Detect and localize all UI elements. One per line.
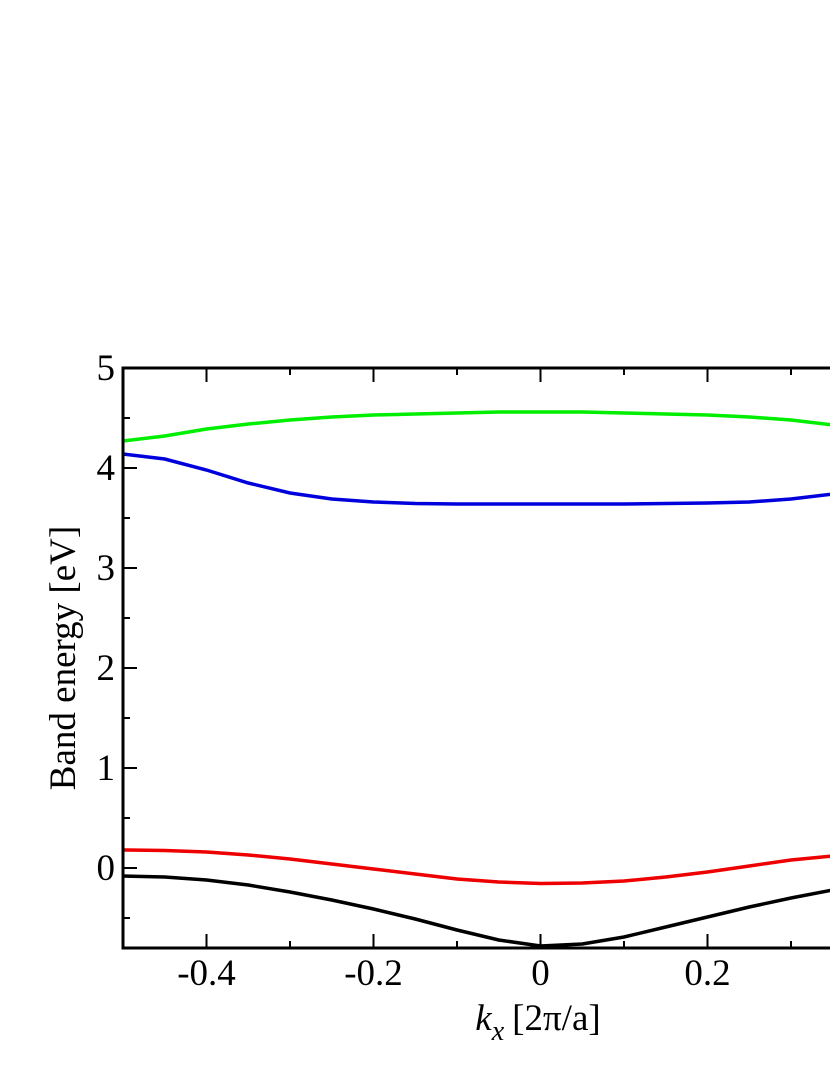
- band-line: [122, 848, 830, 886]
- band-line: [122, 452, 830, 506]
- y-tick-label: 0: [97, 848, 116, 889]
- band-line: [122, 874, 830, 948]
- y-tick-label: 1: [97, 748, 116, 789]
- y-tick-label: 3: [97, 548, 116, 589]
- x-label-symbol: k: [475, 998, 492, 1039]
- x-tick-label: 0: [531, 953, 550, 994]
- x-tick-label: 0.2: [684, 953, 730, 994]
- y-axis-label: Band energy [eV]: [43, 526, 84, 790]
- y-tick-label: 2: [97, 648, 116, 689]
- y-tick-label: 4: [97, 448, 116, 489]
- x-tick-label: -0.2: [344, 953, 403, 994]
- x-label-subscript: x: [491, 1016, 505, 1047]
- x-label-unit: [2π/a]: [512, 998, 601, 1039]
- band-line: [122, 410, 830, 443]
- x-axis-label: kx [2π/a]: [475, 998, 600, 1047]
- x-tick-label: -0.4: [177, 953, 236, 994]
- plot-frame: [121, 366, 830, 950]
- y-tick-label: 5: [97, 348, 116, 389]
